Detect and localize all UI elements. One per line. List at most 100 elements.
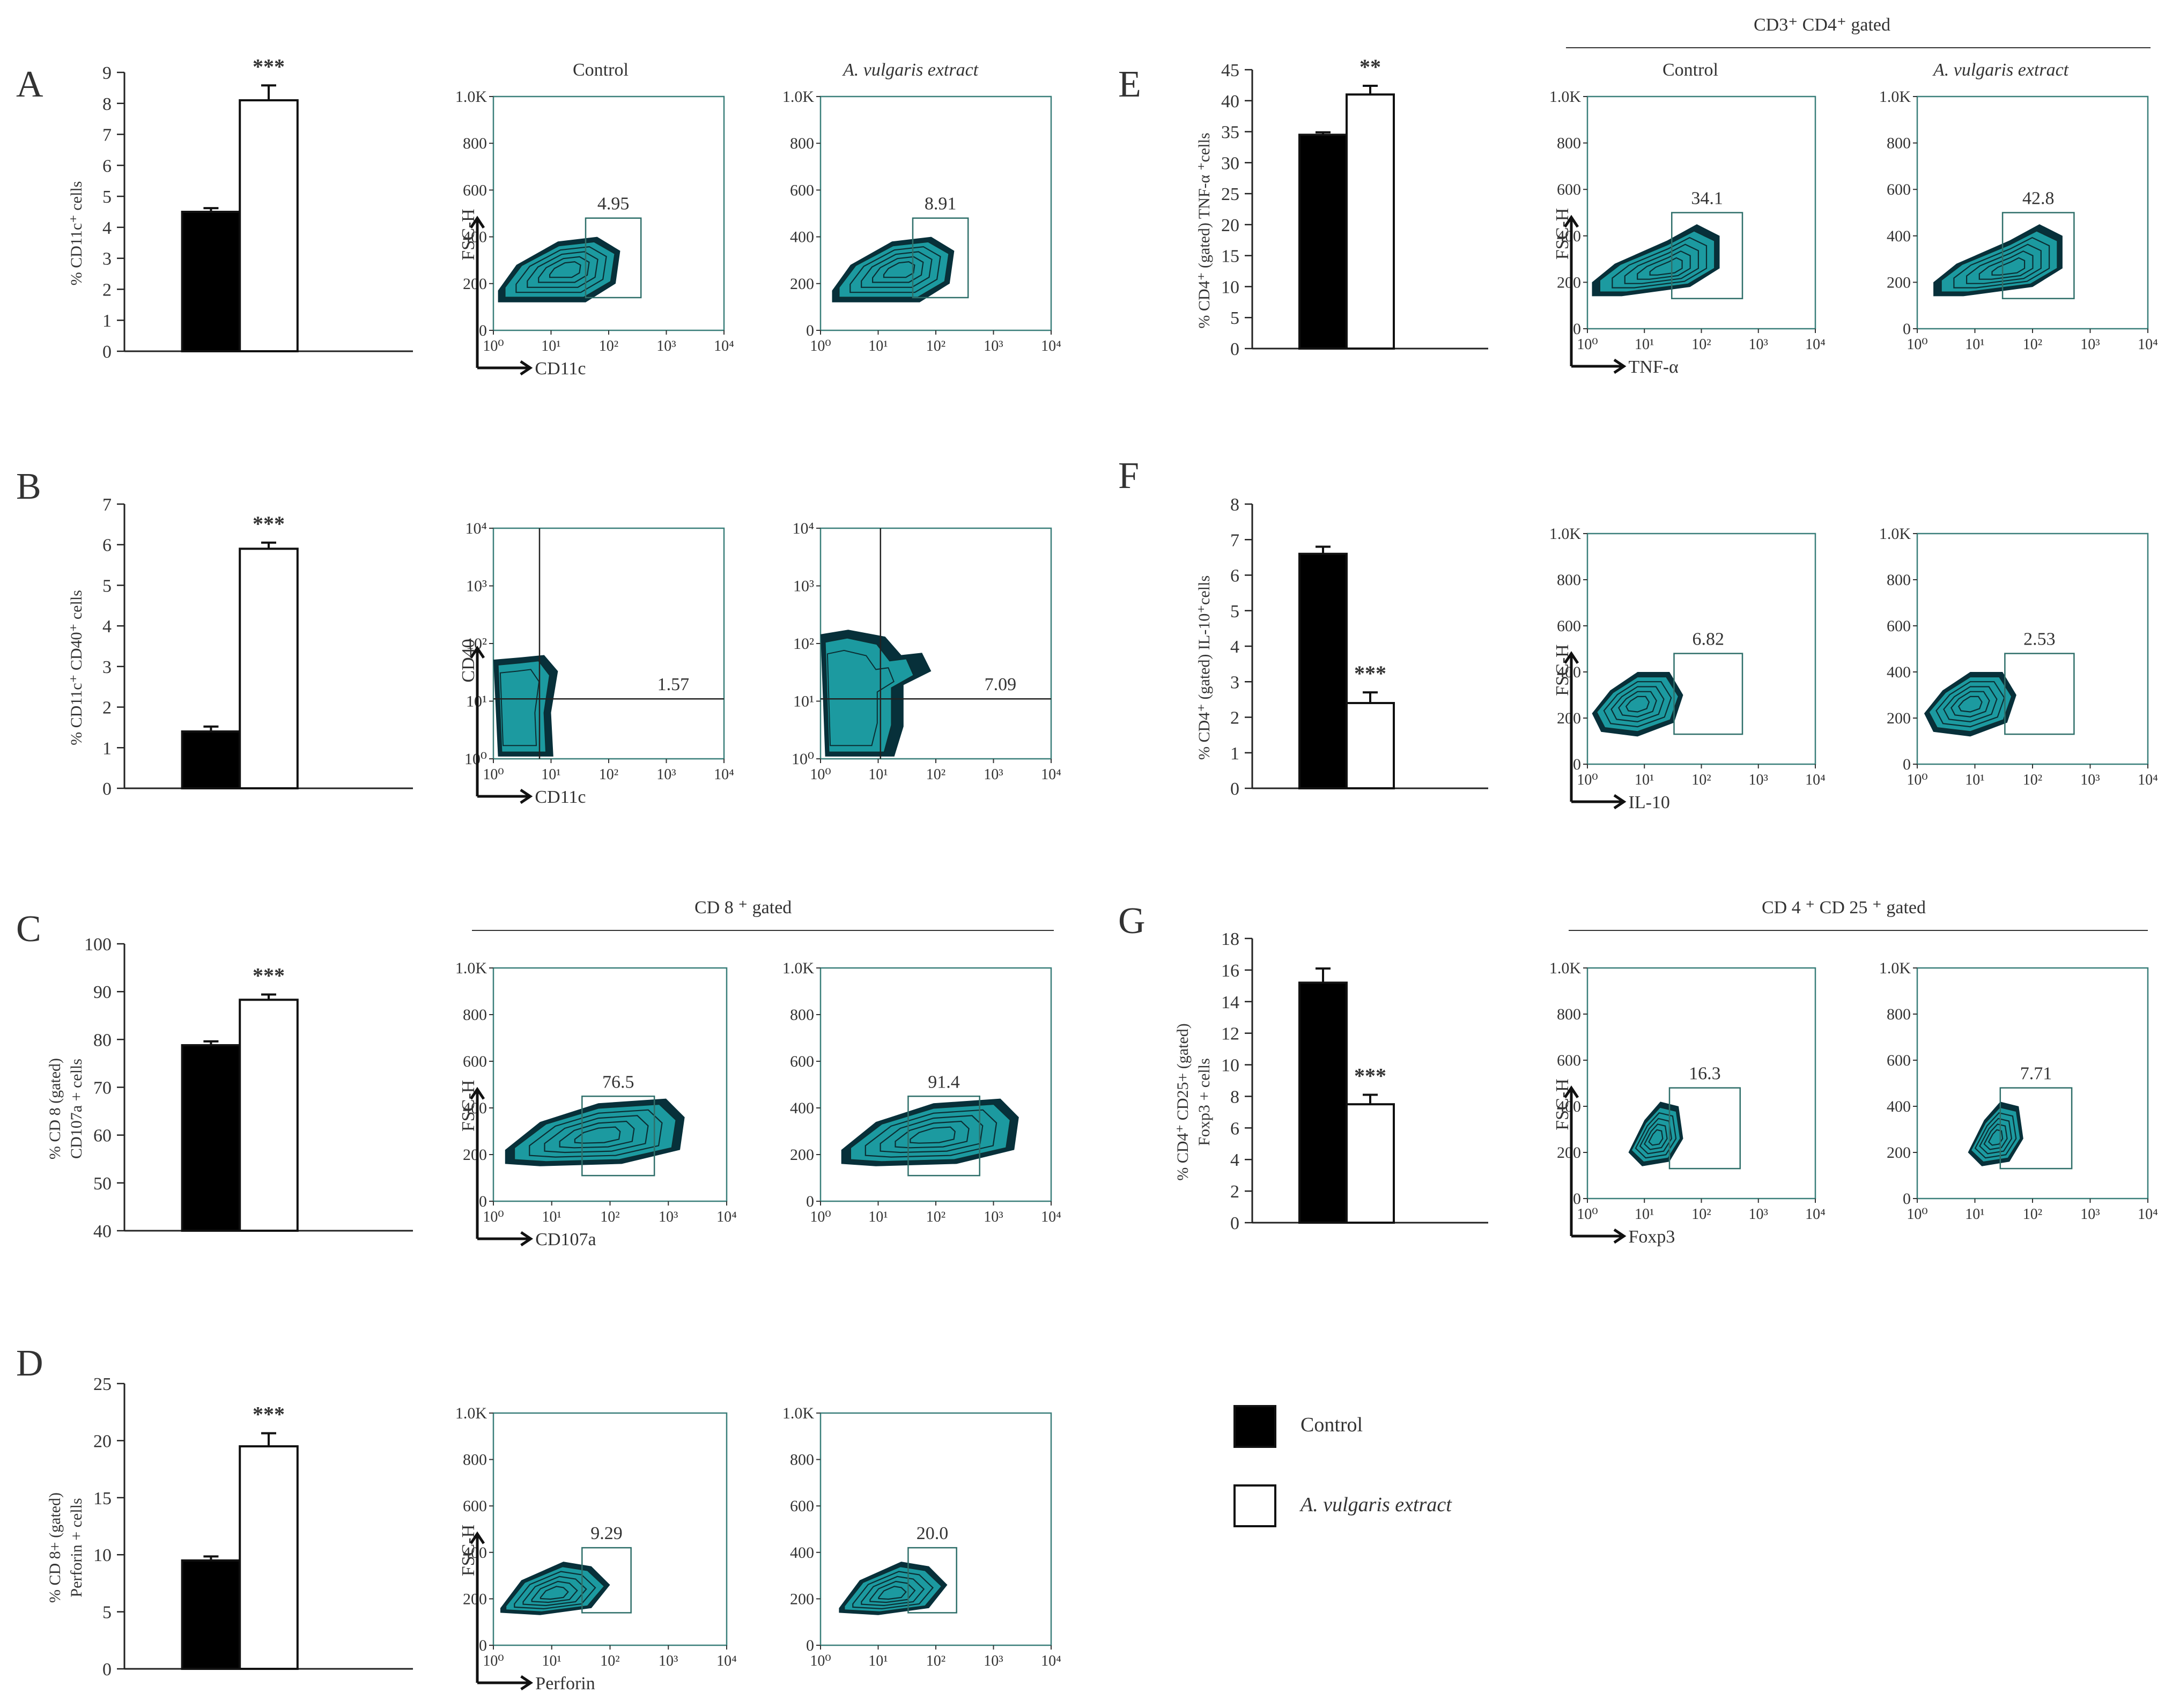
gate-box — [581, 1096, 655, 1177]
legend-treated-swatch — [1233, 1484, 1276, 1527]
flow-x-tick-label: 10⁰ — [1907, 772, 1927, 788]
bar-y-tick-label: 2 — [1230, 1182, 1239, 1202]
flow-y-tick-label: 0 — [1903, 756, 1911, 773]
flow-y-tick-label: 600 — [1887, 617, 1911, 635]
flow-contour-ring — [504, 241, 616, 298]
bar-y-tick-label: 9 — [102, 63, 112, 83]
flow-y-tick-label: 200 — [1557, 273, 1581, 291]
flow-contour-ring — [869, 1580, 916, 1603]
flow-contour-ring — [878, 1586, 907, 1600]
bar-y-tick-label: 90 — [93, 982, 112, 1002]
flow-x-tick-label: 10¹ — [868, 1209, 888, 1225]
flow-y-tick-label: 800 — [1887, 135, 1911, 152]
flow-contour-ring — [1957, 696, 1983, 713]
flow-x-tick-label: 10¹ — [542, 1209, 561, 1225]
flow-x-tick-label: 10² — [1691, 772, 1711, 788]
flow-y-tick-label: 800 — [463, 135, 487, 152]
flow-x-tick-label: 10³ — [656, 766, 676, 783]
bar-y-tick-label: 4 — [1230, 1150, 1239, 1170]
flow-contour-ring — [531, 1580, 578, 1603]
flow-contour-ring — [505, 1566, 605, 1613]
flow-x-tick-label: 10³ — [1749, 336, 1768, 353]
flow-y-tick-label: 600 — [463, 1497, 487, 1515]
flow-y-tick-label: 400 — [463, 1544, 487, 1562]
flow-plot-treated: 0 200 400 600 800 1.0K 10⁰ 10¹ 10² 10³ 10⁴ 8.91 — [782, 88, 1061, 354]
bar-y-tick-label: 4 — [102, 218, 112, 238]
bar-y-tick-label: 45 — [1221, 61, 1239, 80]
col-header-c-rule — [472, 930, 1054, 931]
gate-value: 7.09 — [985, 675, 1017, 694]
flow-x-tick-label: 10² — [600, 1653, 619, 1669]
flow-y-tick-label: 800 — [1557, 135, 1581, 152]
flow-y-label: FSC-H — [1553, 208, 1572, 260]
flow-x-label: CD11c — [535, 359, 586, 379]
flow-contour-ring — [1599, 230, 1716, 293]
gate-box — [912, 217, 969, 299]
gate-box — [585, 217, 642, 299]
bar-y-tick-label: 1 — [102, 311, 112, 331]
flow-y-tick-label: 0 — [806, 1637, 814, 1654]
flow-contour-ring — [1644, 1123, 1668, 1150]
flow-y-tick-label: 800 — [790, 1451, 814, 1469]
flow-y-tick-label: 0 — [479, 322, 487, 339]
bar-y-label: % CD4⁺ (gated) IL-10⁺cells — [1195, 575, 1213, 760]
bar-y-tick-label: 0 — [102, 342, 112, 362]
flow-contour-ring — [515, 246, 607, 293]
flow-x-tick-label: 10⁰ — [1577, 772, 1598, 788]
flow-contour-ring — [527, 251, 598, 288]
bar-y-tick-label: 40 — [93, 1222, 112, 1241]
flow-y-tick-label: 1.0K — [1549, 88, 1582, 106]
bar-y-tick-label: 6 — [102, 536, 112, 556]
flow-x-tick-label: 10³ — [659, 1209, 678, 1225]
bar-y-label: Perforin + cells — [68, 1498, 85, 1597]
bar-y-tick-label: 3 — [102, 657, 112, 677]
flow-y-label: FSC-H — [459, 209, 478, 260]
flow-x-tick-label: 10¹ — [868, 338, 888, 354]
bar-y-label: % CD4⁺ CD25+ (gated) — [1174, 1023, 1192, 1181]
flow-x-label: CD11c — [535, 787, 586, 807]
bar-y-tick-label: 70 — [93, 1078, 112, 1098]
flow-x-tick-label: 10⁴ — [716, 1209, 737, 1225]
flow-y-tick-label: 10⁰ — [464, 750, 487, 768]
bar-y-tick-label: 2 — [102, 698, 112, 718]
flow-contour-ring — [861, 1576, 925, 1607]
flow-y-tick-label: 10¹ — [793, 693, 814, 711]
flow-y-tick-label: 1.0K — [455, 88, 487, 106]
gate-value: 7.71 — [2020, 1064, 2052, 1084]
flow-x-tick-label: 10³ — [984, 766, 1003, 783]
flow-x-tick-label: 10³ — [984, 1209, 1003, 1225]
flow-plot-treated: 0 200 400 600 800 1.0K 10⁰ 10¹ 10² 10³ 10⁴ 7.71 — [1879, 959, 2158, 1223]
flow-y-tick-label: 200 — [790, 1146, 814, 1164]
gate-value: 2.53 — [2023, 630, 2056, 649]
flow-x-tick-label: 10⁴ — [1041, 1653, 1061, 1669]
flow-y-tick-label: 400 — [463, 228, 487, 246]
col-header-e-rule — [1566, 47, 2151, 48]
panel-letter: D — [16, 1343, 43, 1384]
flow-y-label: FSC-H — [459, 1525, 478, 1576]
panel-letter: A — [16, 64, 43, 105]
flow-contour-inner — [824, 637, 914, 753]
bar-y-tick-label: 80 — [93, 1030, 112, 1050]
flow-y-tick-label: 200 — [463, 275, 487, 293]
flow-x-tick-label: 10⁴ — [1041, 338, 1061, 354]
bar-y-tick-label: 3 — [102, 249, 112, 269]
flow-y-arrowhead — [1563, 1085, 1579, 1098]
bar-y-tick-label: 12 — [1221, 1024, 1239, 1044]
panel-e: E 0 5 10 15 20 25 30 35 40 45 ** % CD4⁺ (gated) TNF-… — [1118, 55, 2158, 377]
flow-x-tick-label: 10⁴ — [2138, 1206, 2158, 1223]
flow-x-tick-label: 10⁰ — [483, 766, 504, 783]
flow-y-tick-label: 10³ — [793, 578, 814, 595]
flow-x-tick-label: 10² — [2023, 1206, 2042, 1223]
flow-contour-ring — [872, 256, 924, 283]
flow-contour-ring — [538, 256, 590, 283]
flow-x-tick-label: 10¹ — [1635, 336, 1654, 353]
significance-marker: *** — [253, 1402, 285, 1426]
flow-contour-ring — [1950, 691, 1990, 718]
flow-x-arrowhead — [520, 788, 533, 804]
gate-box — [2004, 653, 2075, 735]
flow-y-tick-label: 0 — [479, 1637, 487, 1654]
flow-x-label: CD107a — [535, 1230, 596, 1249]
gate-box — [907, 1547, 957, 1614]
bar-treated — [239, 548, 299, 789]
flow-x-tick-label: 10³ — [656, 338, 676, 354]
